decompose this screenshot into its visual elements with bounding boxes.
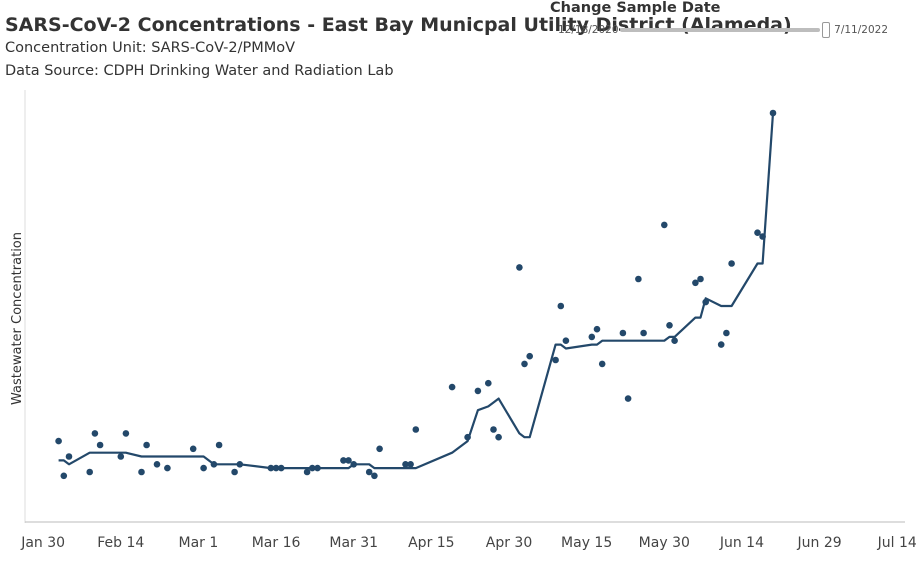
date-slider-handle[interactable] [822,22,830,38]
sample-point[interactable] [448,383,456,391]
sample-point[interactable] [231,468,238,476]
sample-point[interactable] [365,468,373,476]
sample-point[interactable] [143,441,150,449]
sample-point[interactable] [557,302,565,310]
sample-point[interactable] [552,356,559,364]
sample-point[interactable] [666,322,673,329]
sample-point[interactable] [619,329,627,337]
sample-point[interactable] [153,461,161,468]
x-tick-label: Apr 30 [486,535,532,551]
sample-point[interactable] [728,260,735,267]
moving-average-line [58,112,775,470]
series-points [55,109,777,480]
sample-point[interactable] [215,441,223,449]
sample-point[interactable] [340,457,347,464]
sample-point[interactable] [598,360,606,368]
date-slider-track[interactable] [620,28,820,32]
x-tick-label: May 30 [639,535,690,551]
sample-point[interactable] [702,298,709,306]
sample-point[interactable] [697,275,704,283]
sample-point[interactable] [717,341,725,348]
sample-point[interactable] [402,461,409,468]
x-tick-label: Mar 16 [252,535,301,551]
x-tick-label: Jun 14 [719,535,764,551]
sample-point[interactable] [412,426,420,433]
sample-point[interactable] [754,229,761,236]
sample-point[interactable] [117,453,125,460]
sample-point[interactable] [272,464,280,472]
sample-point[interactable] [521,360,528,368]
series-lines [58,112,775,470]
chart-title: SARS-CoV-2 Concentrations - East Bay Mun… [5,14,792,36]
sample-point[interactable] [526,352,533,360]
x-tick-label: Jul 14 [877,535,916,551]
sample-point[interactable] [485,379,492,387]
sample-point[interactable] [277,464,285,472]
sample-point[interactable] [309,464,316,472]
sample-point[interactable] [267,464,275,472]
sample-point[interactable] [769,109,777,117]
sample-point[interactable] [86,468,93,476]
sample-point[interactable] [55,437,62,445]
sample-point[interactable] [210,461,218,468]
date-start-label: 12/18/2020 [558,24,619,36]
sample-point[interactable] [635,275,642,283]
sample-point[interactable] [588,333,596,341]
x-tick-label: Mar 1 [179,535,219,551]
x-tick-label: Apr 15 [408,535,454,551]
concentration-unit: Concentration Unit: SARS-CoV-2/PMMoV [5,40,296,56]
sample-point[interactable] [376,445,383,453]
sample-point[interactable] [474,387,482,395]
sample-point[interactable] [495,433,502,441]
sample-point[interactable] [65,453,73,460]
sample-point[interactable] [661,221,668,229]
sample-point[interactable] [490,426,497,433]
sample-point[interactable] [91,430,99,437]
x-tick-label: Mar 31 [329,535,378,551]
sample-point[interactable] [345,457,352,464]
x-ticks: Jan 30 Feb 14 Mar 1 Mar 16 Mar 31 Apr 15 Apr 3… [20,535,916,551]
sample-point[interactable] [516,264,523,271]
x-tick-label: May 15 [561,535,612,551]
sample-point[interactable] [189,445,197,453]
sample-point[interactable] [138,468,145,476]
date-filter-title: Change Sample Date [550,0,721,16]
sample-point[interactable] [640,329,647,337]
sample-point[interactable] [122,430,130,437]
sample-point[interactable] [164,464,171,472]
sample-point[interactable] [692,279,699,287]
sample-point[interactable] [759,233,766,240]
date-end-label: 7/11/2022 [834,24,888,36]
sample-point[interactable] [593,325,601,333]
x-tick-label: Jan 30 [20,535,65,551]
sample-point[interactable] [350,461,358,468]
x-tick-label: Jun 29 [797,535,842,551]
sample-point[interactable] [96,441,104,449]
sample-point[interactable] [200,464,207,472]
sample-point[interactable] [236,461,244,468]
sample-point[interactable] [671,337,678,345]
sample-point[interactable] [562,337,570,345]
sample-point[interactable] [464,433,471,441]
sample-point[interactable] [407,461,414,468]
date-filter: Change Sample Date 12/18/2020 7/11/2022 [550,0,910,40]
data-source: Data Source: CDPH Drinking Water and Rad… [5,63,394,79]
x-tick-label: Feb 14 [97,535,144,551]
sample-point[interactable] [371,472,378,480]
sample-point[interactable] [723,329,730,337]
sample-point[interactable] [314,464,321,472]
sample-point[interactable] [624,395,632,402]
sample-point[interactable] [60,472,68,480]
sample-point[interactable] [303,468,311,476]
